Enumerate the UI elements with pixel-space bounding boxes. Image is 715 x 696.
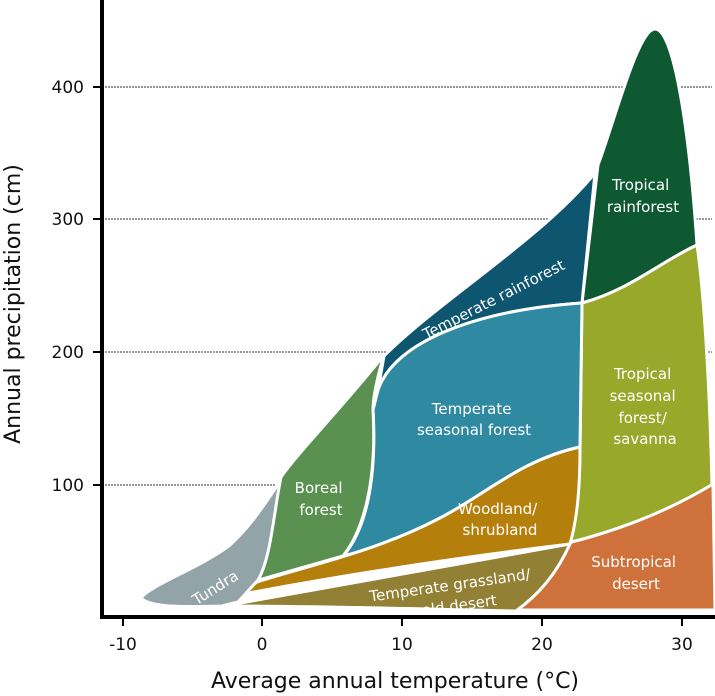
region-boreal-forest bbox=[257, 353, 386, 582]
axes bbox=[93, 0, 715, 626]
x-tick-label: 0 bbox=[257, 635, 268, 655]
label-temperate-seasonal-forest: Temperate seasonal forest bbox=[417, 400, 531, 439]
tick-labels: -10 0 10 20 30 100 200 300 400 bbox=[52, 78, 693, 655]
label-woodland-shrubland: Woodland/ shrubland bbox=[458, 500, 542, 539]
y-tick-label: 300 bbox=[52, 210, 84, 230]
x-tick-label: 20 bbox=[531, 635, 553, 655]
biome-regions bbox=[139, 27, 715, 613]
y-tick-label: 100 bbox=[52, 476, 84, 496]
label-subtropical-desert: Subtropical desert bbox=[591, 553, 681, 593]
region-temperate-grassland bbox=[222, 542, 572, 613]
label-tropical-seasonal-forest: Tropical seasonal forest/ savanna bbox=[610, 365, 681, 448]
y-tick-label: 200 bbox=[52, 343, 84, 363]
y-tick-label: 400 bbox=[52, 78, 84, 98]
x-tick-label: 30 bbox=[671, 635, 693, 655]
label-tropical-rainforest: Tropical rainforest bbox=[607, 176, 679, 216]
region-tundra bbox=[139, 480, 282, 609]
label-boreal-forest: Boreal forest bbox=[295, 479, 348, 519]
x-tick-label: -10 bbox=[109, 635, 137, 655]
x-axis-title: Average annual temperature (°C) bbox=[211, 669, 579, 694]
region-woodland-shrubland bbox=[236, 445, 582, 597]
y-axis-title: Annual precipitation (cm) bbox=[1, 164, 26, 444]
x-tick-label: 10 bbox=[391, 635, 413, 655]
